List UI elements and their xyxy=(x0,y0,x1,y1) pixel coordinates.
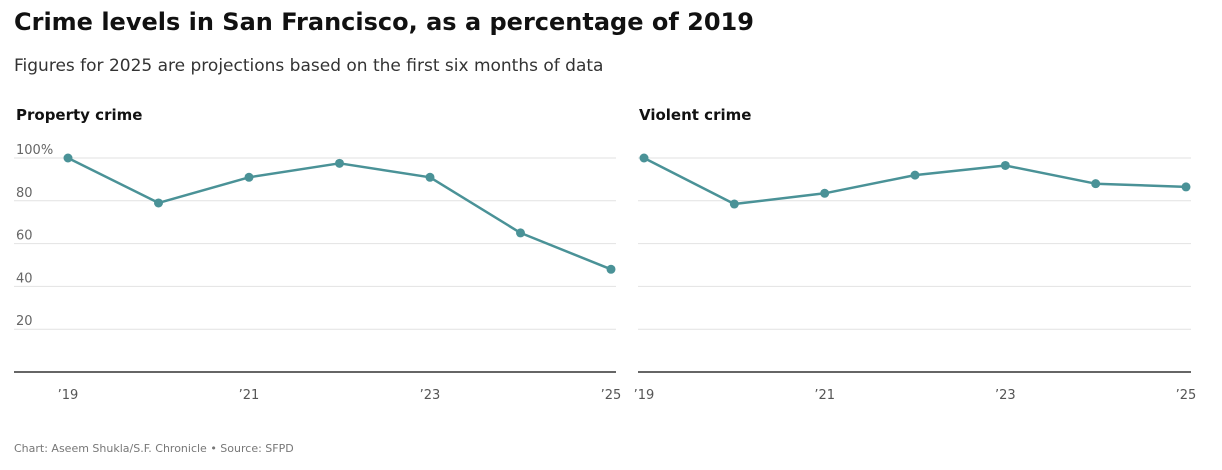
violent-crime-x-tick-label-2021: ’21 xyxy=(814,388,835,403)
violent-crime-point-2025 xyxy=(1181,182,1191,192)
property-crime-y-tick-label-80: 80 xyxy=(16,186,33,201)
violent-crime-point-2020 xyxy=(729,199,739,209)
panel-title-property-crime: Property crime xyxy=(16,106,143,124)
property-crime-point-2023 xyxy=(425,172,435,182)
property-crime-x-tick-label-2019: ’19 xyxy=(58,388,79,403)
property-crime-x-tick-label-2021: ’21 xyxy=(239,388,260,403)
property-crime-point-2024 xyxy=(516,228,525,238)
chart-subtitle: Figures for 2025 are projections based o… xyxy=(14,56,604,76)
violent-crime-x-tick-label-2019: ’19 xyxy=(634,388,655,403)
property-crime-series-line xyxy=(66,156,613,271)
violent-crime-point-2024 xyxy=(1091,179,1101,189)
violent-crime-point-2019 xyxy=(639,153,649,163)
property-crime-point-2022 xyxy=(335,158,344,168)
property-crime-y-tick-label-100: 100% xyxy=(16,143,53,158)
chart-title: Crime levels in San Francisco, as a perc… xyxy=(14,8,754,36)
property-crime-x-tick-label-2023: ’23 xyxy=(420,388,441,403)
chart-credit: Chart: Aseem Shukla/S.F. Chronicle • Sou… xyxy=(14,442,294,455)
violent-crime-point-2022 xyxy=(910,170,920,180)
property-crime-point-2025 xyxy=(606,264,616,274)
panel-title-violent-crime: Violent crime xyxy=(639,106,752,124)
property-crime-y-tick-label-20: 20 xyxy=(16,314,33,329)
property-crime-point-2019 xyxy=(63,153,73,163)
violent-crime-series-line xyxy=(642,156,1188,206)
property-crime-y-tick-label-60: 60 xyxy=(16,229,33,244)
property-crime-x-tick-label-2025: ’25 xyxy=(601,388,622,403)
property-crime-y-tick-label-40: 40 xyxy=(16,271,33,286)
violent-crime-point-2023 xyxy=(1000,160,1010,170)
violent-crime-x-tick-label-2023: ’23 xyxy=(995,388,1016,403)
property-crime-point-2020 xyxy=(154,198,163,208)
property-crime-point-2021 xyxy=(244,172,254,182)
violent-crime-x-tick-label-2025: ’25 xyxy=(1176,388,1197,403)
violent-crime-point-2021 xyxy=(820,188,830,198)
